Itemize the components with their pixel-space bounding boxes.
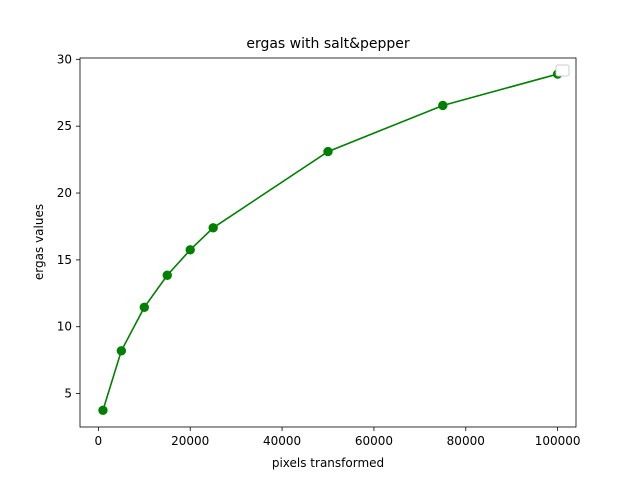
data-point	[323, 146, 333, 157]
axes-frame	[79, 57, 577, 428]
x-tick-label: 80000	[447, 434, 485, 448]
data-point	[116, 346, 127, 356]
y-axis-label: ergas values	[32, 204, 46, 280]
legend-box	[555, 64, 570, 77]
x-tick-label: 100000	[535, 434, 581, 448]
data-point	[438, 100, 448, 111]
x-tick-label: 0	[95, 434, 103, 448]
data-point	[139, 302, 149, 313]
x-tick-label: 60000	[355, 434, 393, 448]
x-axis-label: pixels transformed	[272, 456, 384, 470]
y-tick-label: 25	[57, 119, 72, 133]
y-tick-label: 5	[64, 387, 72, 401]
y-tick-label: 10	[57, 320, 72, 334]
data-point	[98, 405, 108, 415]
y-tick-label: 30	[57, 52, 72, 66]
plot-area: 0 20000 40000 60000 80000 100000 5 10 15 20 25 30	[57, 52, 581, 448]
x-tick-label: 40000	[263, 434, 301, 448]
y-tick-label: 15	[57, 253, 72, 267]
data-point	[162, 270, 172, 280]
data-point	[185, 245, 195, 255]
y-tick-label: 20	[57, 186, 72, 200]
data-point	[208, 223, 218, 233]
chart-title: ergas with salt&pepper	[246, 36, 410, 52]
x-tick-label: 20000	[171, 434, 209, 448]
